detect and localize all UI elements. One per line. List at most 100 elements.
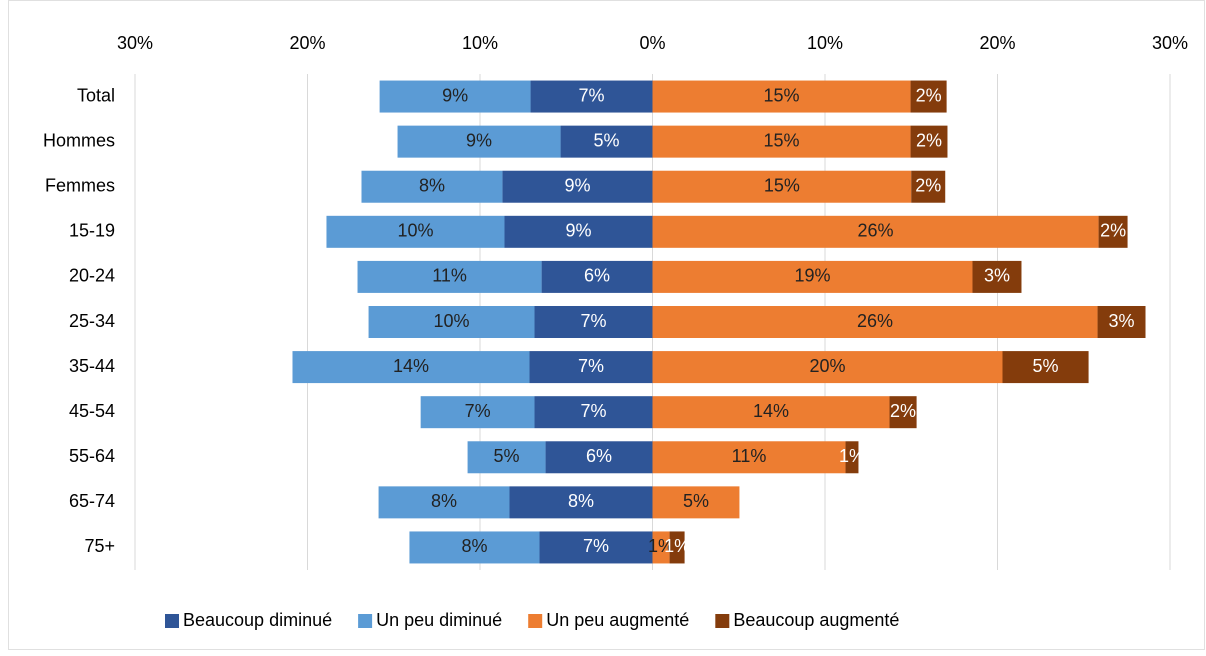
y-tick-label: 75+ bbox=[84, 536, 115, 556]
bar-segment bbox=[652, 441, 846, 474]
bar-segment bbox=[530, 80, 653, 113]
data-label: 3% bbox=[1109, 311, 1135, 331]
bar-segment bbox=[972, 260, 1022, 293]
bar-segment bbox=[652, 531, 670, 564]
data-label: 11% bbox=[732, 446, 767, 466]
data-label: 5% bbox=[683, 491, 709, 511]
bar-segment bbox=[545, 441, 653, 474]
bar-segment bbox=[504, 215, 653, 248]
legend-label: Beaucoup diminué bbox=[183, 610, 332, 630]
bar-segment bbox=[326, 215, 505, 248]
x-tick-label: 30% bbox=[117, 33, 153, 53]
data-label: 26% bbox=[857, 311, 893, 331]
bar-segment bbox=[467, 441, 546, 474]
x-tick-label: 30% bbox=[1152, 33, 1188, 53]
x-tick-label: 10% bbox=[807, 33, 843, 53]
data-label: 6% bbox=[586, 446, 612, 466]
bar-segment bbox=[509, 486, 653, 519]
y-tick-label: Total bbox=[77, 85, 115, 105]
y-tick-label: 45-54 bbox=[69, 401, 115, 421]
data-label: 9% bbox=[442, 85, 468, 105]
legend-swatch bbox=[165, 614, 179, 628]
bar-segment bbox=[652, 125, 911, 158]
data-label: 1% bbox=[648, 536, 674, 556]
bar-segment bbox=[420, 396, 535, 429]
data-label: 15% bbox=[764, 85, 800, 105]
data-label: 7% bbox=[583, 536, 609, 556]
legend-label: Beaucoup augmenté bbox=[733, 610, 899, 630]
bar-segment bbox=[669, 531, 685, 564]
bar-segment bbox=[911, 170, 946, 203]
data-label: 8% bbox=[419, 175, 445, 195]
data-label: 2% bbox=[916, 130, 942, 150]
data-label: 14% bbox=[393, 356, 429, 376]
data-label: 8% bbox=[568, 491, 594, 511]
bar-segment bbox=[368, 306, 535, 338]
data-label: 7% bbox=[580, 401, 606, 421]
y-tick-label: 25-34 bbox=[69, 311, 115, 331]
chart-border bbox=[8, 0, 1205, 650]
data-label: 7% bbox=[578, 356, 604, 376]
data-label: 11% bbox=[432, 266, 467, 286]
y-tick-label: 55-64 bbox=[69, 446, 115, 466]
data-label: 5% bbox=[594, 130, 620, 150]
bar-segment bbox=[652, 486, 740, 519]
data-label: 1% bbox=[839, 446, 865, 466]
data-label: 7% bbox=[465, 401, 491, 421]
data-label: 2% bbox=[916, 85, 942, 105]
bar-segment bbox=[529, 351, 653, 384]
bar-segment bbox=[652, 80, 911, 113]
x-tick-label: 20% bbox=[289, 33, 325, 53]
data-label: 2% bbox=[890, 401, 916, 421]
data-label: 15% bbox=[764, 175, 800, 195]
data-label: 6% bbox=[584, 266, 610, 286]
data-label: 15% bbox=[764, 130, 800, 150]
bar-segment bbox=[534, 306, 653, 338]
bar-segment bbox=[652, 170, 912, 203]
legend-swatch bbox=[715, 614, 730, 628]
legend-label: Un peu diminué bbox=[376, 610, 502, 630]
bar-segment bbox=[845, 441, 859, 474]
data-label: 8% bbox=[431, 491, 457, 511]
bar-segment bbox=[541, 260, 653, 293]
bar-segment bbox=[652, 306, 1098, 338]
y-tick-label: 35-44 bbox=[69, 356, 115, 376]
data-label: 5% bbox=[494, 446, 520, 466]
bar-segment bbox=[1097, 306, 1146, 338]
bar-segment bbox=[910, 125, 948, 158]
bar-segment bbox=[397, 125, 561, 158]
bar-segment bbox=[378, 486, 510, 519]
data-label: 2% bbox=[1100, 221, 1126, 241]
x-tick-label: 20% bbox=[979, 33, 1015, 53]
bar-segment bbox=[889, 396, 917, 429]
bar-segment bbox=[361, 170, 503, 203]
data-label: 9% bbox=[466, 130, 492, 150]
bar-segment bbox=[292, 351, 530, 384]
y-tick-label: Hommes bbox=[43, 130, 115, 150]
x-tick-label: 10% bbox=[462, 33, 498, 53]
bar-segment bbox=[409, 531, 540, 564]
y-tick-label: 65-74 bbox=[69, 491, 115, 511]
data-label: 8% bbox=[461, 536, 487, 556]
bar-segment bbox=[1098, 215, 1128, 248]
data-label: 9% bbox=[565, 221, 591, 241]
bar-segment bbox=[652, 396, 890, 429]
data-label: 10% bbox=[434, 311, 470, 331]
x-tick-label: 0% bbox=[639, 33, 665, 53]
data-label: 2% bbox=[915, 175, 941, 195]
y-tick-label: 20-24 bbox=[69, 266, 115, 286]
data-label: 26% bbox=[858, 221, 894, 241]
bar-segment bbox=[1002, 351, 1089, 384]
bar-segment bbox=[560, 125, 653, 158]
bar-segment bbox=[652, 260, 973, 293]
bar-segment bbox=[534, 396, 653, 429]
bar-segment bbox=[652, 215, 1099, 248]
legend-label: Un peu augmenté bbox=[546, 610, 689, 630]
data-label: 19% bbox=[794, 266, 830, 286]
data-label: 9% bbox=[564, 175, 590, 195]
data-label: 7% bbox=[580, 311, 606, 331]
data-label: 3% bbox=[984, 266, 1010, 286]
bar-segment bbox=[910, 80, 947, 113]
bar-segment bbox=[539, 531, 653, 564]
